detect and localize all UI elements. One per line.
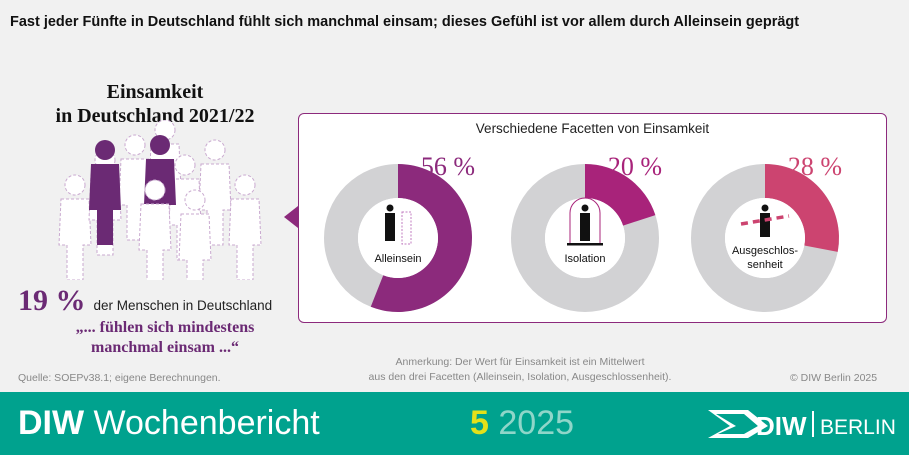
donut-segment-ausgeschlossenheit: [765, 164, 839, 252]
icon-head: [386, 204, 394, 212]
icon-body: [385, 213, 395, 241]
person-outline-icon: [138, 179, 172, 280]
bell-jar-icon: [569, 197, 601, 244]
person-body: [58, 198, 92, 280]
person-head: [174, 154, 196, 176]
person-icon: [760, 204, 770, 237]
icon-body: [580, 213, 590, 241]
title-line2: in Deutschland 2021/22: [55, 105, 255, 127]
person-body: [89, 164, 121, 245]
brand-bold: DIW: [18, 404, 85, 442]
issue-year: 2025: [498, 404, 575, 442]
logo-text2: BERLIN: [820, 416, 896, 439]
absent-person-icon: [401, 211, 412, 245]
center-label: Alleinsein: [374, 253, 421, 265]
note-line1: Anmerkung: Der Wert für Einsamkeit ist e…: [395, 356, 645, 368]
person-head: [124, 134, 146, 156]
people-illustration: [58, 120, 262, 280]
diw-logo: DIW BERLIN: [708, 408, 898, 445]
headline: Fast jeder Fünfte in Deutschland fühlt s…: [10, 14, 800, 30]
person-outline-icon: [228, 174, 262, 280]
person-icon: [580, 204, 590, 241]
person-head: [184, 189, 206, 211]
pointer-arrow: [284, 206, 298, 228]
value-label: 20 %: [608, 152, 662, 181]
person-body: [138, 203, 172, 280]
donut-segment-isolation: [585, 164, 656, 226]
person-head: [234, 174, 256, 196]
person-head: [204, 139, 226, 161]
person-outline-icon: [58, 174, 92, 280]
person-head: [64, 174, 86, 196]
person-body: [228, 198, 262, 280]
person-body: [178, 213, 212, 280]
icon-head: [761, 204, 769, 212]
person-head: [95, 140, 115, 160]
left-title: Einsamkeit in Deutschland 2021/22: [0, 80, 310, 128]
icon-head: [581, 204, 589, 212]
donut-segment-alleinsein: [370, 164, 472, 312]
quote: „... fühlen sich mindestens manchmal ein…: [5, 318, 325, 358]
note-line2: aus den drei Facetten (Alleinsein, Isola…: [368, 371, 672, 383]
value-label: 56 %: [421, 152, 475, 181]
note: Anmerkung: Der Wert für Einsamkeit ist e…: [310, 355, 730, 385]
logo-text: DIW: [756, 411, 807, 440]
person-head: [150, 135, 170, 155]
share-text: der Menschen in Deutschland: [93, 298, 273, 313]
center-label: Ausgeschlos-: [732, 245, 798, 257]
title-line1: Einsamkeit: [106, 81, 204, 103]
quote-line2: manchmal einsam ...“: [91, 339, 239, 356]
chart-title: Verschiedene Facetten von Einsamkeit: [475, 121, 710, 136]
icon-body: [760, 213, 770, 237]
issue-number: 5: [470, 404, 489, 442]
donut-charts: 56 % Alleinsein 20 % Isolation 28 % Ausgeschl…: [324, 152, 842, 312]
source: Quelle: SOEPv38.1; eigene Berechnungen.: [18, 372, 221, 384]
quote-line1: „... fühlen sich mindestens: [75, 319, 255, 336]
copyright: © DIW Berlin 2025: [790, 372, 878, 384]
share-line: 19 % der Menschen in Deutschland: [18, 284, 272, 318]
person-icon: [385, 204, 395, 241]
person-outline-icon: [178, 189, 212, 280]
donut-hole: [725, 198, 805, 278]
person-highlighted-icon: [89, 140, 121, 245]
value-label: 28 %: [788, 152, 842, 181]
center-label: Isolation: [565, 253, 606, 265]
barrier-tape-icon: [740, 214, 790, 226]
share-value: 19 %: [18, 284, 86, 317]
person-head: [144, 179, 166, 201]
brand: Wochenbericht: [93, 404, 320, 442]
donut-hole: [358, 198, 438, 278]
floor-icon: [567, 243, 603, 246]
center-label: senheit: [747, 259, 782, 271]
issue: 5 2025: [470, 404, 574, 443]
publication-name: DIW Wochenbericht: [18, 404, 320, 443]
